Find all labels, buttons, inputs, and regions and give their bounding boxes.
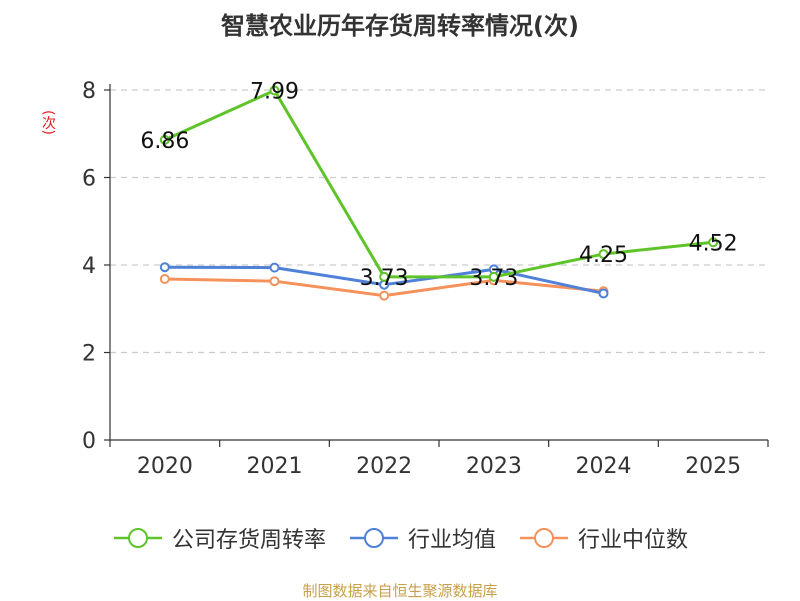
legend-item-company[interactable]: 公司存货周转率 <box>112 522 326 554</box>
data-point <box>269 276 280 287</box>
legend-label-industry-median: 行业中位数 <box>578 528 689 553</box>
data-point <box>379 290 390 301</box>
data-label: 4.52 <box>689 231 738 256</box>
x-tick-label: 2022 <box>356 454 412 479</box>
y-axis-label: (次) <box>40 110 56 135</box>
legend-label-company: 公司存货周转率 <box>171 528 326 553</box>
legend-swatch-industry-median <box>520 528 568 548</box>
legend: 公司存货周转率 行业均值 行业中位数 <box>0 522 800 554</box>
data-point <box>269 262 280 273</box>
y-tick-label: 6 <box>82 167 96 192</box>
legend-item-industry-median[interactable]: 行业中位数 <box>518 522 688 554</box>
data-point <box>598 288 609 299</box>
y-tick-label: 8 <box>82 79 96 104</box>
x-tick-label: 2020 <box>137 454 193 479</box>
data-label: 4.25 <box>579 243 628 268</box>
data-label: 7.99 <box>250 79 299 104</box>
data-point <box>159 134 170 145</box>
data-source-note: 制图数据来自恒生聚源数据库 <box>302 582 498 600</box>
legend-item-industry-mean[interactable]: 行业均值 <box>348 522 496 554</box>
data-label: 6.86 <box>140 129 189 154</box>
x-tick-label: 2021 <box>247 454 303 479</box>
data-label: 3.73 <box>360 266 409 291</box>
data-point <box>379 271 390 282</box>
grid-lines <box>110 89 768 354</box>
data-point <box>159 274 170 284</box>
data-point <box>488 271 499 282</box>
y-tick-label: 0 <box>82 429 96 454</box>
data-point <box>269 85 280 96</box>
legend-swatch-company <box>113 528 162 548</box>
x-tick-label: 2023 <box>466 454 522 479</box>
legend-label-industry-mean: 行业均值 <box>407 528 496 553</box>
y-tick-label: 2 <box>82 342 96 367</box>
x-tick-label: 2024 <box>576 454 632 479</box>
series-line-0 <box>164 88 714 279</box>
y-tick-label: 4 <box>82 254 96 279</box>
legend-swatch-industry-mean <box>349 528 398 548</box>
data-labels: 6.86 7.99 3.73 3.73 4.25 4.52 <box>140 79 737 290</box>
x-tick-label: 2025 <box>685 454 741 479</box>
chart-title: 智慧农业历年存货周转率情况(次) <box>221 12 579 40</box>
data-label: 3.73 <box>469 266 518 291</box>
data-point <box>598 249 609 260</box>
data-point <box>159 262 170 273</box>
axes: 0 2 4 6 8 2020 2021 2022 2023 2024 2025 <box>82 79 769 479</box>
series-lines <box>159 85 719 301</box>
data-point <box>708 237 719 248</box>
